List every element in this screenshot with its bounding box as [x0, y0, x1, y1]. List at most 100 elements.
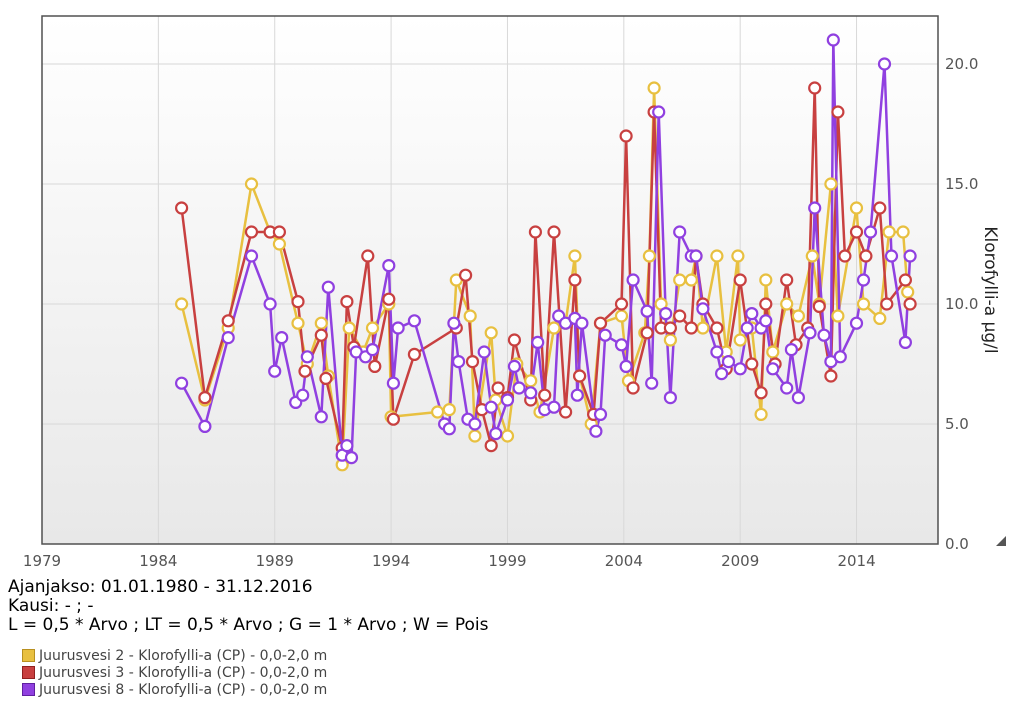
- series-1-point[interactable]: [663, 333, 678, 347]
- series-2-point[interactable]: [528, 225, 543, 239]
- series-2-point[interactable]: [812, 299, 826, 313]
- series-3-point[interactable]: [877, 57, 892, 71]
- series-2-point[interactable]: [754, 386, 768, 400]
- series-1-point[interactable]: [647, 81, 661, 95]
- series-2-point[interactable]: [244, 225, 259, 239]
- series-1-point[interactable]: [696, 321, 710, 335]
- series-3-point[interactable]: [759, 314, 773, 328]
- series-3-point[interactable]: [652, 105, 666, 119]
- series-2-point[interactable]: [459, 268, 473, 282]
- series-2-point[interactable]: [368, 359, 382, 373]
- series-1-point[interactable]: [272, 237, 286, 251]
- series-2-point[interactable]: [272, 225, 286, 239]
- series-3-point[interactable]: [745, 307, 759, 321]
- series-1-point[interactable]: [568, 249, 582, 263]
- series-3-point[interactable]: [407, 314, 421, 328]
- series-3-point[interactable]: [263, 297, 277, 311]
- series-2-point[interactable]: [684, 321, 698, 335]
- series-3-point[interactable]: [826, 33, 840, 47]
- series-3-point[interactable]: [614, 338, 629, 352]
- series-2-point[interactable]: [898, 273, 913, 287]
- series-3-point[interactable]: [733, 362, 747, 376]
- series-1-point[interactable]: [342, 321, 356, 335]
- series-1-point[interactable]: [791, 309, 806, 323]
- series-2-point[interactable]: [319, 371, 333, 385]
- series-1-point[interactable]: [524, 374, 538, 388]
- series-1-point[interactable]: [673, 273, 687, 287]
- series-3-point[interactable]: [780, 381, 794, 395]
- legend-item-series-1[interactable]: Juurusvesi 2 - Klorofylli-a (CP) - 0,0-2…: [22, 647, 327, 664]
- legend-item-series-3[interactable]: Juurusvesi 8 - Klorofylli-a (CP) - 0,0-2…: [22, 681, 327, 698]
- series-2-point[interactable]: [710, 321, 724, 335]
- series-3-point[interactable]: [386, 376, 400, 390]
- series-3-point[interactable]: [740, 321, 754, 335]
- series-3-point[interactable]: [198, 419, 212, 433]
- series-2-point[interactable]: [340, 295, 354, 309]
- series-2-point[interactable]: [838, 249, 852, 263]
- series-1-point[interactable]: [780, 297, 794, 311]
- series-3-point[interactable]: [452, 355, 466, 369]
- series-3-point[interactable]: [721, 355, 736, 369]
- series-1-point[interactable]: [710, 249, 724, 263]
- series-2-point[interactable]: [880, 297, 894, 311]
- series-2-point[interactable]: [849, 225, 864, 239]
- series-3-point[interactable]: [391, 321, 405, 335]
- series-2-point[interactable]: [572, 369, 587, 383]
- series-2-point[interactable]: [824, 369, 838, 383]
- series-3-point[interactable]: [673, 225, 687, 239]
- series-3-point[interactable]: [531, 335, 545, 349]
- series-2-point[interactable]: [673, 309, 687, 323]
- series-1-point[interactable]: [244, 177, 259, 191]
- series-2-point[interactable]: [626, 381, 640, 395]
- series-3-point[interactable]: [898, 335, 913, 349]
- series-3-point[interactable]: [489, 427, 503, 441]
- series-2-point[interactable]: [733, 273, 747, 287]
- series-2-point[interactable]: [831, 105, 845, 119]
- series-3-point[interactable]: [382, 259, 396, 273]
- series-3-point[interactable]: [244, 249, 259, 263]
- series-1-point[interactable]: [431, 405, 445, 419]
- series-2-point[interactable]: [407, 347, 421, 361]
- series-3-point[interactable]: [589, 424, 603, 438]
- series-3-point[interactable]: [340, 439, 354, 453]
- series-1-point[interactable]: [901, 285, 915, 299]
- series-1-point[interactable]: [463, 309, 477, 323]
- series-2-point[interactable]: [663, 321, 678, 335]
- series-2-point[interactable]: [491, 381, 505, 395]
- series-3-point[interactable]: [598, 328, 612, 342]
- series-3-point[interactable]: [175, 376, 189, 390]
- series-2-point[interactable]: [386, 412, 400, 426]
- series-2-point[interactable]: [175, 201, 189, 215]
- series-3-point[interactable]: [689, 249, 703, 263]
- series-2-point[interactable]: [614, 297, 629, 311]
- series-2-point[interactable]: [547, 225, 561, 239]
- series-2-point[interactable]: [593, 316, 608, 330]
- series-3-point[interactable]: [856, 273, 871, 287]
- series-3-point[interactable]: [524, 386, 538, 400]
- series-3-point[interactable]: [447, 316, 461, 330]
- series-1-point[interactable]: [831, 309, 845, 323]
- series-1-point[interactable]: [365, 321, 380, 335]
- series-3-point[interactable]: [640, 304, 654, 318]
- series-3-point[interactable]: [766, 362, 780, 376]
- series-2-point[interactable]: [382, 292, 396, 306]
- series-1-point[interactable]: [856, 297, 871, 311]
- series-3-point[interactable]: [663, 391, 678, 405]
- series-1-point[interactable]: [896, 225, 910, 239]
- series-1-point[interactable]: [468, 429, 482, 443]
- series-2-point[interactable]: [859, 249, 873, 263]
- series-1-point[interactable]: [873, 311, 887, 325]
- series-2-point[interactable]: [745, 357, 759, 371]
- series-3-point[interactable]: [784, 343, 799, 357]
- series-2-point[interactable]: [314, 328, 328, 342]
- series-2-point[interactable]: [640, 326, 654, 340]
- series-3-point[interactable]: [659, 307, 673, 321]
- series-2-point[interactable]: [568, 273, 582, 287]
- series-2-point[interactable]: [759, 297, 773, 311]
- series-1-point[interactable]: [484, 326, 498, 340]
- series-1-point[interactable]: [442, 403, 456, 417]
- series-3-point[interactable]: [300, 350, 314, 364]
- series-1-point[interactable]: [733, 333, 747, 347]
- series-1-point[interactable]: [642, 249, 657, 263]
- series-3-point[interactable]: [268, 364, 282, 378]
